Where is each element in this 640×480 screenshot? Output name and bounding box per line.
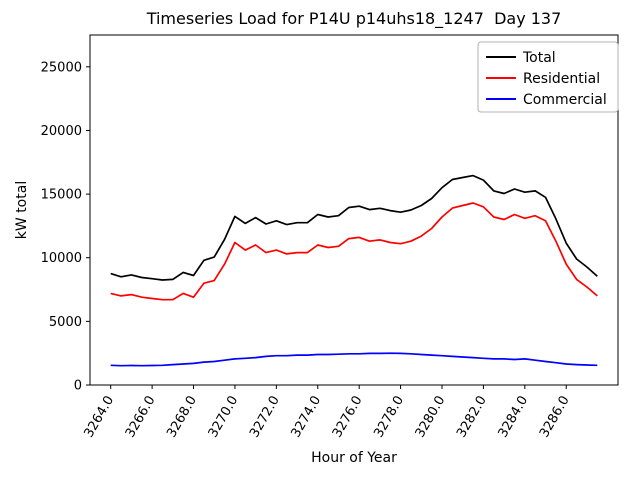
x-tick-label: 3278.0 <box>371 394 407 441</box>
legend: Total Residential Commercial <box>477 41 619 113</box>
x-axis-label: Hour of Year <box>311 450 397 466</box>
series-line-commercial <box>110 352 598 367</box>
y-tick-label: 10000 <box>41 251 82 266</box>
x-tick-label: 3264.0 <box>81 394 117 441</box>
y-tick-label: 20000 <box>41 124 82 139</box>
axis-ticks: 0 5000 10000 15000 20000 25000 3264.0 3266.0 326… <box>41 60 573 440</box>
y-tick-label: 5000 <box>49 315 82 330</box>
legend-label-commercial: Commercial <box>523 92 607 108</box>
series-line-total <box>110 174 598 281</box>
x-tick-label: 3268.0 <box>164 394 200 441</box>
y-axis-label: kW total <box>14 181 30 239</box>
x-tick-label: 3284.0 <box>496 394 532 441</box>
legend-label-total: Total <box>522 50 556 66</box>
x-tick-label: 3266.0 <box>123 394 159 441</box>
y-tick-label: 25000 <box>41 60 82 75</box>
x-tick-label: 3270.0 <box>206 394 242 441</box>
y-tick-label: 15000 <box>41 188 82 203</box>
x-tick-label: 3286.0 <box>537 394 573 441</box>
x-tick-label: 3276.0 <box>330 394 366 441</box>
legend-frame <box>477 41 619 113</box>
x-tick-label: 3274.0 <box>288 394 324 441</box>
series-line-residential <box>110 202 598 301</box>
chart-title: Timeseries Load for P14U p14uhs18_1247 D… <box>146 9 562 29</box>
axes-spines <box>89 34 619 386</box>
plot-area <box>89 34 619 386</box>
x-tick-label: 3280.0 <box>413 394 449 441</box>
x-tick-label: 3282.0 <box>454 393 490 440</box>
x-tick-label: 3272.0 <box>247 394 283 441</box>
series-lines <box>110 174 598 367</box>
y-tick-label: 0 <box>74 379 82 394</box>
legend-label-residential: Residential <box>523 71 600 87</box>
